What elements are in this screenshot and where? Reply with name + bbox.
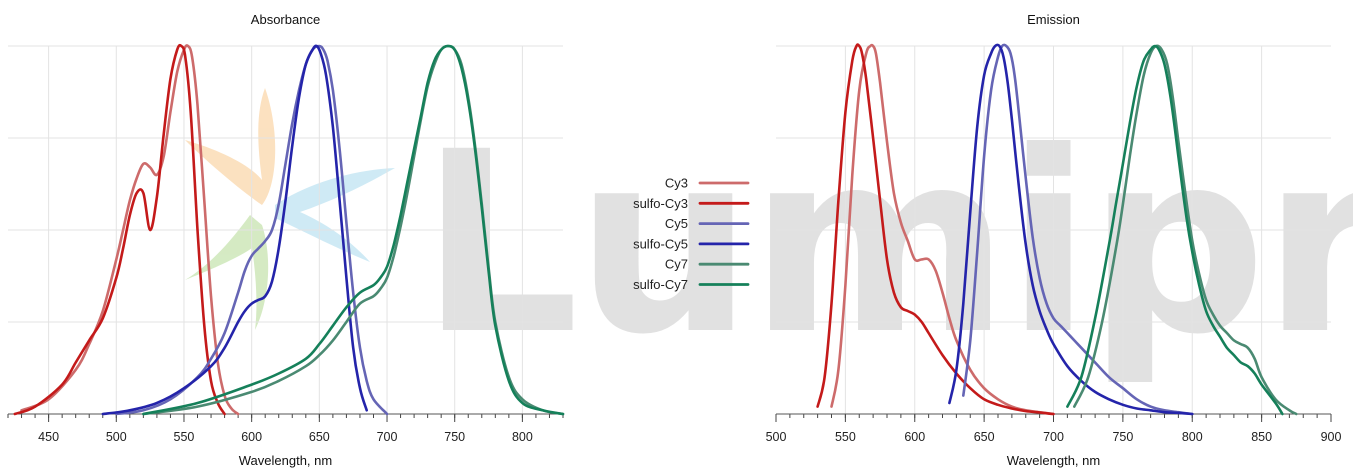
emission-tick-label-650: 650 <box>974 430 995 444</box>
emission-series-sulfo-cy5 <box>949 45 1192 414</box>
absorbance-tick-label-800: 800 <box>512 430 533 444</box>
emission-tick-label-500: 500 <box>766 430 787 444</box>
absorbance-chart: 450 500 550 600 650 700 750 800 Absorbance Wavele… <box>8 12 563 468</box>
emission-tick-label-750: 750 <box>1112 430 1133 444</box>
legend-label-cy7: Cy7 <box>665 257 688 272</box>
absorbance-title: Absorbance <box>251 12 320 27</box>
absorbance-tick-label-500: 500 <box>106 430 127 444</box>
emission-series-cy5 <box>963 45 1192 414</box>
legend-label-sulfo-cy3: sulfo-Cy3 <box>633 196 688 211</box>
absorbance-tick-label-600: 600 <box>241 430 262 444</box>
emission-tick-label-800: 800 <box>1182 430 1203 444</box>
emission-title: Emission <box>1027 12 1080 27</box>
absorbance-tick-label-650: 650 <box>309 430 330 444</box>
absorbance-x-axis-label: Wavelength, nm <box>239 453 332 468</box>
emission-tick-label-550: 550 <box>835 430 856 444</box>
absorbance-tick-label-450: 450 <box>38 430 59 444</box>
absorbance-tick-label-700: 700 <box>377 430 398 444</box>
emission-tick-label-600: 600 <box>904 430 925 444</box>
emission-tick-label-700: 700 <box>1043 430 1064 444</box>
absorbance-tick-label-550: 550 <box>174 430 195 444</box>
legend-label-cy5: Cy5 <box>665 216 688 231</box>
legend-label-cy3: Cy3 <box>665 176 688 191</box>
emission-tick-label-900: 900 <box>1321 430 1342 444</box>
emission-tick-label-850: 850 <box>1251 430 1272 444</box>
emission-chart: 500 550 600 650 700 750 800 850 900 Emission Wavel… <box>766 12 1342 468</box>
legend-label-sulfo-cy7: sulfo-Cy7 <box>633 277 688 292</box>
absorbance-tick-label-750: 750 <box>444 430 465 444</box>
emission-x-axis-label: Wavelength, nm <box>1007 453 1100 468</box>
legend-label-sulfo-cy5: sulfo-Cy5 <box>633 236 688 251</box>
legend: Cy3 sulfo-Cy3 Cy5 sulfo-Cy5 Cy7 sulfo-Cy7 <box>633 176 748 293</box>
